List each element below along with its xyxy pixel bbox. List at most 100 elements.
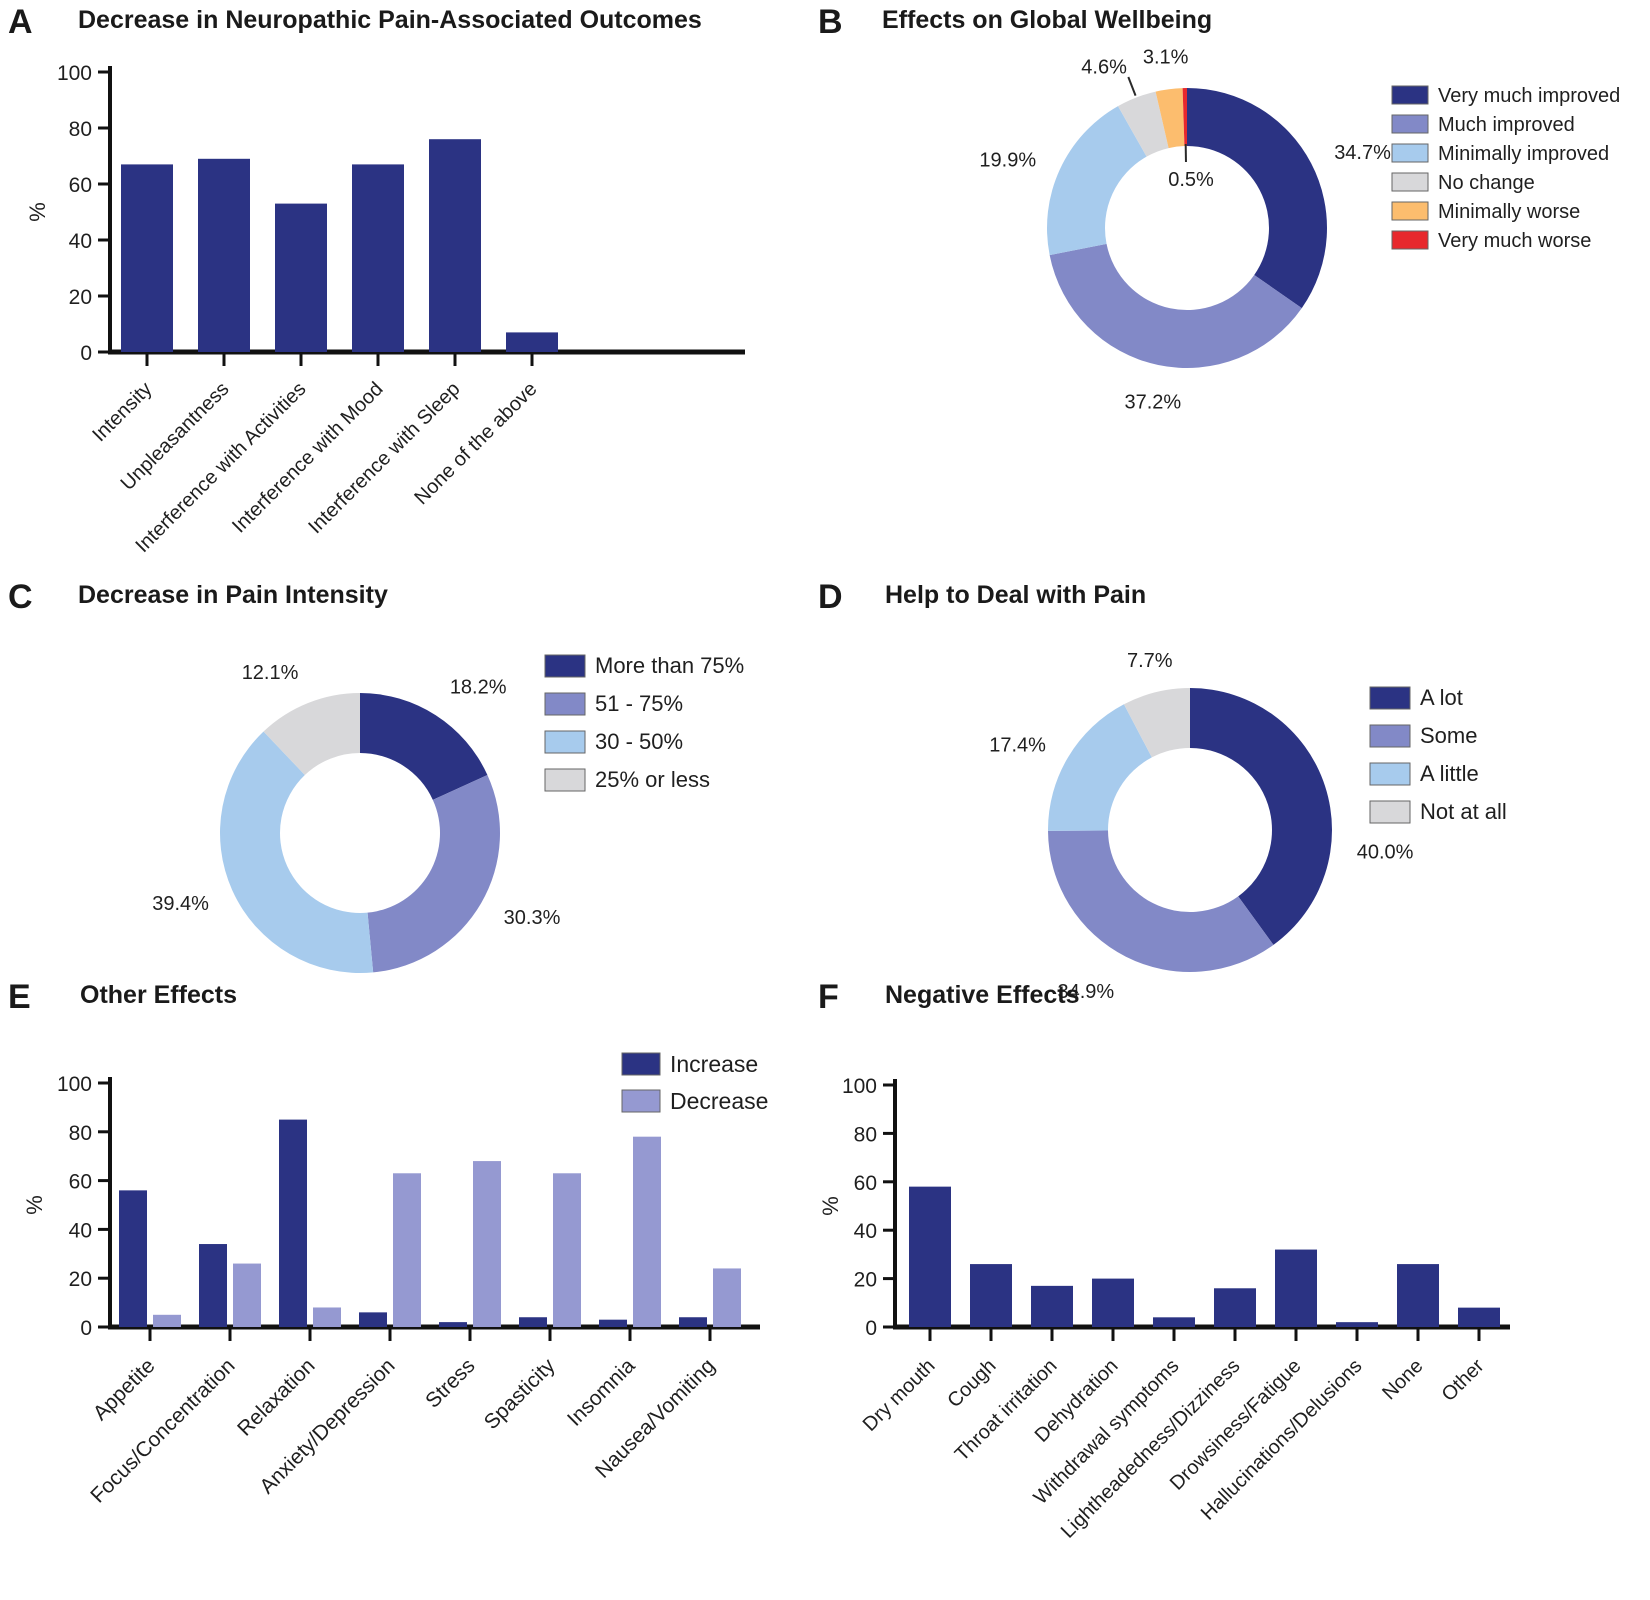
bar (198, 158, 250, 352)
y-axis-title: % (25, 202, 50, 222)
legend-label: A lot (1420, 685, 1463, 710)
bar (275, 203, 327, 352)
legend-swatch (1391, 230, 1429, 250)
legend-swatch (1369, 800, 1411, 824)
legend-swatch (621, 1089, 661, 1113)
slice-percent-label: 0.5% (1168, 169, 1214, 191)
panel-title-c: Decrease in Pain Intensity (78, 581, 388, 609)
donut-chart-help-deal-with-pain: 40.0% 34.9% 17.4% 7.7% A lot Some A little Not … (989, 650, 1507, 1003)
legend: Very much improved Much improved Minimally… (1391, 85, 1620, 252)
bar (121, 164, 173, 352)
y-tick-label: 60 (69, 174, 92, 197)
legend-label: Minimally improved (1438, 143, 1609, 165)
pie-slice (1118, 91, 1169, 157)
y-tick-label: 40 (854, 1220, 877, 1243)
panel-title-d: Help to Deal with Pain (885, 581, 1147, 609)
legend-label: Minimally worse (1438, 201, 1580, 223)
x-category-label: None (1378, 1355, 1427, 1404)
pie-slice (1190, 688, 1332, 945)
bar-increase (199, 1244, 227, 1327)
y-tick-label: 80 (854, 1123, 877, 1146)
bar-increase (439, 1322, 467, 1327)
bar (1458, 1307, 1500, 1327)
legend-swatch (1391, 201, 1429, 221)
panel-title-b: Effects on Global Wellbeing (882, 6, 1213, 34)
slice-percent-label: 4.6% (1081, 56, 1127, 78)
panel-title-e: Other Effects (80, 981, 237, 1009)
bar (909, 1186, 951, 1327)
bar-decrease (553, 1173, 581, 1327)
bar-decrease (633, 1136, 661, 1327)
y-tick-label: 0 (80, 1317, 92, 1340)
y-tick-label: 40 (69, 1219, 92, 1242)
x-category-label: Intensity (88, 378, 156, 446)
x-category-label: Interference with Sleep (304, 378, 464, 538)
bar-decrease (473, 1161, 501, 1327)
plot-area: 0 20 40 60 80 100% AppetiteFocus/Concentration… (22, 1073, 760, 1508)
pie-slice (1049, 243, 1302, 369)
legend-swatch (1391, 85, 1429, 105)
slice-percent-label: 17.4% (989, 735, 1046, 757)
legend-label: Very much improved (1438, 85, 1620, 107)
legend-label: No change (1438, 172, 1535, 194)
bar-decrease (713, 1268, 741, 1327)
legend-swatch (544, 730, 586, 754)
bar (1214, 1288, 1256, 1327)
legend-label: Some (1420, 723, 1477, 748)
slice-percent-label: 7.7% (1127, 650, 1173, 672)
legend-label: Increase (670, 1051, 758, 1077)
slice-percent-label: 3.1% (1143, 46, 1189, 68)
bar (1397, 1264, 1439, 1327)
legend-label: A little (1420, 761, 1479, 786)
x-category-label: Other (1438, 1355, 1489, 1406)
slice-percent-label: 30.3% (504, 907, 561, 929)
pie-slice (1047, 106, 1147, 256)
pie-slice (1187, 88, 1327, 309)
bar-chart-neuropathic-pain-outcomes: 020406080100%IntensityUnpleasantnessInte… (25, 62, 745, 557)
panel-letter-b: B (818, 3, 843, 41)
slice-percent-label: 19.9% (979, 150, 1036, 172)
bar-decrease (153, 1314, 181, 1327)
slice-percent-label: 40.0% (1357, 841, 1414, 863)
bar (506, 332, 558, 352)
y-tick-label: 40 (69, 230, 92, 253)
x-category-label: Focus/Concentration (86, 1354, 239, 1507)
y-tick-label: 20 (854, 1269, 877, 1292)
y-tick-label: 0 (865, 1317, 877, 1340)
x-category-label: Insomnia (563, 1354, 640, 1431)
x-category-label: Relaxation (233, 1354, 319, 1440)
legend-swatch (1391, 172, 1429, 192)
donut-chart-global-wellbeing: 34.7% 37.2% 19.9% 4.6% 3.1% 0.5% Very much imp… (979, 46, 1620, 413)
bar-increase (279, 1119, 307, 1327)
bar-decrease (313, 1307, 341, 1327)
x-category-label: Cough (943, 1355, 1000, 1412)
panel-f: 0 20 40 60 80 100% Dry mouth Cough Throat irrita… (810, 975, 1650, 1600)
legend-label: 51 - 75% (595, 691, 683, 716)
legend-swatch (621, 1052, 661, 1076)
legend-label: More than 75% (595, 653, 744, 678)
y-tick-label: 80 (69, 118, 92, 141)
bar (1092, 1278, 1134, 1327)
bar-increase (679, 1317, 707, 1327)
slice-percent-label: 37.2% (1124, 391, 1181, 413)
panel-letter-a: A (8, 3, 33, 41)
legend-label: Decrease (670, 1088, 768, 1114)
slice-percent-label: 34.9% (1057, 981, 1114, 1003)
legend-swatch (1391, 143, 1429, 163)
panel-c: 18.2% 30.3% 39.4% 12.1% More than 75% 51 - 75… (0, 575, 810, 995)
pie-slice (1123, 688, 1190, 758)
legend-swatch (1369, 686, 1411, 710)
bar-decrease (393, 1173, 421, 1327)
legend-label: 30 - 50% (595, 729, 683, 754)
pie-slice (1155, 88, 1185, 149)
legend-label: Very much worse (1438, 230, 1591, 252)
donut: 34.7% 37.2% 19.9% 4.6% 3.1% 0.5% (979, 46, 1391, 413)
slice-percent-label: 12.1% (242, 662, 299, 684)
y-tick-label: 20 (69, 286, 92, 309)
bar-increase (119, 1190, 147, 1327)
bar (1275, 1249, 1317, 1327)
y-tick-label: 100 (842, 1075, 877, 1098)
label-leader-line (1127, 76, 1137, 97)
x-category-label: Appetite (89, 1354, 160, 1425)
